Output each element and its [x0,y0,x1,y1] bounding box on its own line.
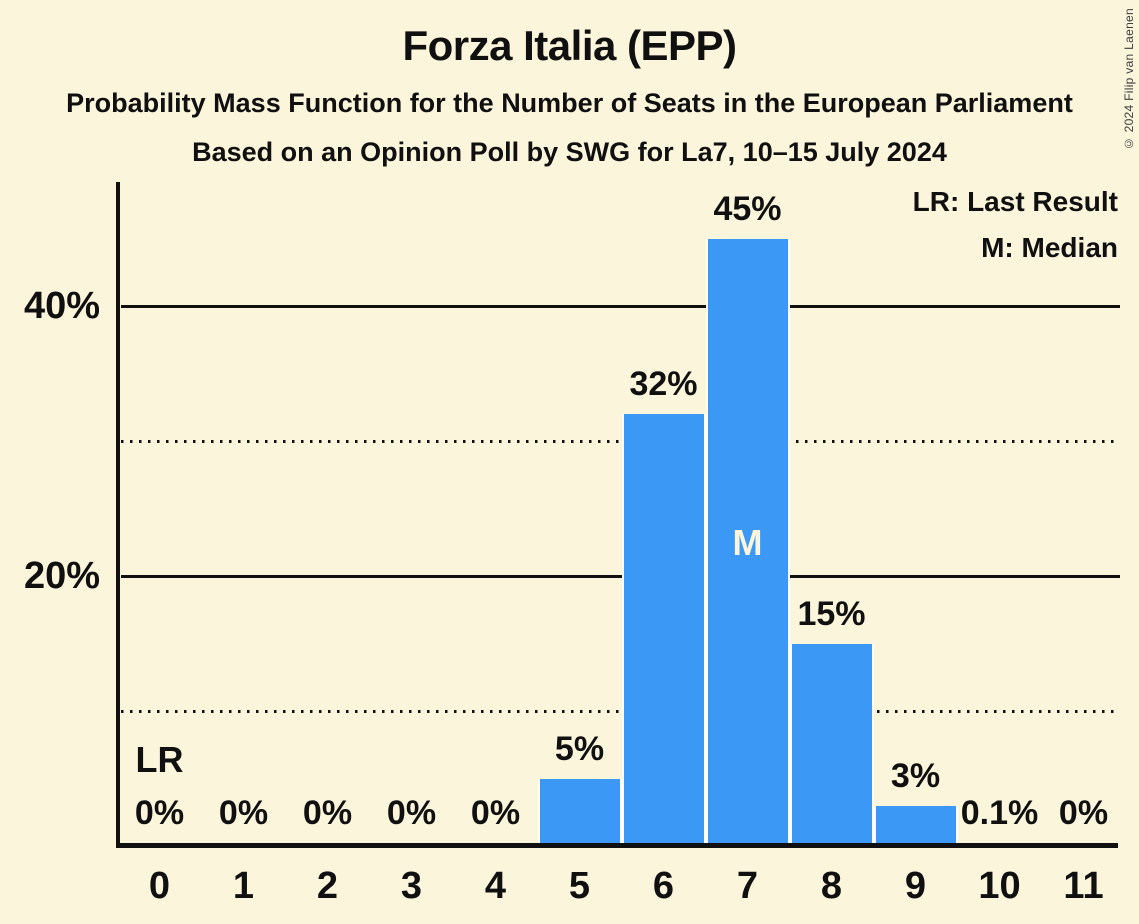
x-axis-line [116,843,1118,848]
gridline-solid-40pct [121,304,1120,308]
chart-title: Forza Italia (EPP) [402,22,737,69]
bar-seat-8 [789,643,874,846]
bar-label-seat-10: 0.1% [960,794,1039,832]
gridline-dotted-10pct [121,709,1120,713]
bar-label-seat-4: 0% [470,794,521,832]
bar-seat-5 [537,778,622,846]
chart-subtitle-source: Based on an Opinion Poll by SWG for La7,… [192,137,947,167]
y-tick-label-20pct: 20% [23,555,100,597]
x-tick-label-7: 7 [736,865,759,907]
x-tick-label-5: 5 [568,865,591,907]
x-tick-label-2: 2 [316,865,339,907]
bar-label-seat-11: 0% [1058,794,1109,832]
bar-label-seat-0: 0% [134,794,185,832]
x-tick-label-3: 3 [400,865,423,907]
bar-label-seat-5: 5% [554,729,605,768]
bar-label-seat-1: 0% [218,794,269,832]
x-tick-label-9: 9 [904,865,927,907]
y-tick-label-40pct: 40% [23,285,100,327]
bar-label-seat-9: 3% [890,756,941,795]
bar-seat-6 [621,414,706,846]
x-tick-label-1: 1 [232,865,255,907]
gridline-dotted-30pct [121,439,1120,443]
x-tick-label-4: 4 [484,865,507,907]
bar-label-seat-3: 0% [386,794,437,832]
gridline-solid-20pct [121,574,1120,578]
last-result-marker: LR [135,739,184,780]
chart-subtitle: Probability Mass Function for the Number… [66,88,1073,118]
legend-last-result: LR: Last Result [912,186,1118,217]
bar-label-seat-2: 0% [302,794,353,832]
x-tick-label-8: 8 [820,865,843,907]
median-marker: M [732,522,763,563]
bar-seat-9 [873,805,958,846]
x-tick-label-10: 10 [978,865,1021,907]
x-tick-label-11: 11 [1063,865,1104,907]
y-axis-line [116,182,120,848]
x-tick-label-0: 0 [148,865,171,907]
x-tick-label-6: 6 [652,865,675,907]
bar-label-seat-6: 32% [629,365,698,403]
bar-label-seat-7: 45% [713,189,782,228]
legend-median: M: Median [981,232,1118,263]
bar-seat-7 [705,238,790,846]
bar-label-seat-8: 15% [797,594,866,633]
